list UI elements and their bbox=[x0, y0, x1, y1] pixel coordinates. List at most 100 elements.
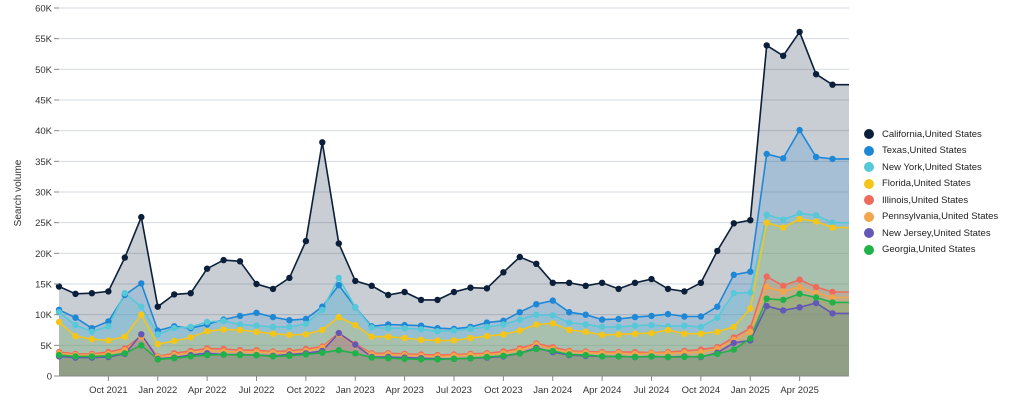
data-point[interactable] bbox=[368, 333, 375, 340]
data-point[interactable] bbox=[664, 285, 672, 293]
data-point[interactable] bbox=[302, 315, 310, 323]
data-point[interactable] bbox=[796, 28, 803, 36]
data-point[interactable] bbox=[648, 312, 655, 320]
data-point[interactable] bbox=[203, 318, 211, 326]
data-point[interactable] bbox=[582, 311, 589, 318]
data-point[interactable] bbox=[72, 290, 79, 297]
data-point[interactable] bbox=[203, 351, 211, 359]
data-point[interactable] bbox=[747, 335, 754, 342]
data-point[interactable] bbox=[105, 323, 112, 330]
data-point[interactable] bbox=[467, 355, 474, 362]
data-point[interactable] bbox=[319, 326, 326, 334]
data-point[interactable] bbox=[812, 283, 820, 291]
data-point[interactable] bbox=[664, 353, 672, 361]
data-point[interactable] bbox=[187, 323, 194, 331]
data-point[interactable] bbox=[236, 351, 244, 359]
data-point[interactable] bbox=[319, 306, 326, 313]
data-point[interactable] bbox=[681, 330, 688, 337]
data-point[interactable] bbox=[829, 224, 836, 231]
data-point[interactable] bbox=[171, 355, 178, 362]
data-point[interactable] bbox=[72, 321, 79, 329]
data-point[interactable] bbox=[352, 350, 359, 357]
data-point[interactable] bbox=[780, 216, 787, 223]
data-point[interactable] bbox=[516, 253, 523, 261]
data-point[interactable] bbox=[105, 318, 112, 325]
data-point[interactable] bbox=[467, 334, 474, 342]
data-point[interactable] bbox=[763, 295, 770, 302]
data-point[interactable] bbox=[171, 291, 178, 298]
data-point[interactable] bbox=[829, 294, 836, 301]
data-point[interactable] bbox=[121, 290, 128, 297]
data-point[interactable] bbox=[269, 323, 277, 331]
data-point[interactable] bbox=[780, 282, 787, 289]
data-point[interactable] bbox=[697, 323, 705, 331]
data-point[interactable] bbox=[286, 352, 293, 359]
data-point[interactable] bbox=[236, 326, 244, 334]
data-point[interactable] bbox=[681, 288, 688, 295]
data-point[interactable] bbox=[648, 275, 655, 283]
data-point[interactable] bbox=[286, 317, 293, 324]
data-point[interactable] bbox=[138, 213, 145, 221]
data-point[interactable] bbox=[450, 288, 458, 296]
data-point[interactable] bbox=[154, 303, 161, 310]
data-point[interactable] bbox=[780, 224, 787, 231]
data-point[interactable] bbox=[401, 288, 408, 296]
legend-item[interactable]: Illinois,United States bbox=[864, 192, 998, 209]
data-point[interactable] bbox=[763, 273, 770, 280]
data-point[interactable] bbox=[598, 323, 606, 331]
data-point[interactable] bbox=[417, 296, 425, 304]
data-point[interactable] bbox=[500, 352, 507, 359]
data-point[interactable] bbox=[829, 155, 836, 163]
data-point[interactable] bbox=[516, 327, 523, 334]
data-point[interactable] bbox=[401, 355, 408, 362]
data-point[interactable] bbox=[730, 271, 737, 278]
data-point[interactable] bbox=[516, 309, 523, 316]
data-point[interactable] bbox=[352, 277, 359, 285]
data-point[interactable] bbox=[730, 346, 737, 353]
data-point[interactable] bbox=[747, 289, 754, 296]
data-point[interactable] bbox=[220, 317, 227, 324]
data-point[interactable] bbox=[631, 279, 639, 286]
data-point[interactable] bbox=[121, 254, 128, 261]
data-point[interactable] bbox=[763, 302, 770, 310]
data-point[interactable] bbox=[780, 155, 787, 162]
data-point[interactable] bbox=[780, 52, 787, 59]
data-point[interactable] bbox=[763, 150, 770, 158]
data-point[interactable] bbox=[747, 268, 754, 275]
data-point[interactable] bbox=[220, 256, 227, 264]
data-point[interactable] bbox=[286, 323, 293, 331]
data-point[interactable] bbox=[664, 326, 672, 334]
data-point[interactable] bbox=[812, 218, 820, 225]
data-point[interactable] bbox=[450, 327, 458, 334]
data-point[interactable] bbox=[730, 220, 737, 227]
data-point[interactable] bbox=[796, 126, 803, 134]
data-point[interactable] bbox=[533, 260, 540, 267]
data-point[interactable] bbox=[269, 353, 277, 360]
data-point[interactable] bbox=[138, 303, 145, 310]
data-point[interactable] bbox=[483, 285, 491, 292]
data-point[interactable] bbox=[286, 274, 293, 282]
data-point[interactable] bbox=[187, 334, 194, 341]
data-point[interactable] bbox=[385, 291, 392, 299]
data-point[interactable] bbox=[88, 290, 96, 297]
data-point[interactable] bbox=[796, 276, 803, 283]
data-point[interactable] bbox=[697, 279, 705, 286]
data-point[interactable] bbox=[648, 329, 655, 337]
data-point[interactable] bbox=[829, 288, 836, 296]
data-point[interactable] bbox=[631, 322, 639, 329]
data-point[interactable] bbox=[812, 294, 820, 301]
data-point[interactable] bbox=[631, 313, 639, 321]
data-point[interactable] bbox=[72, 332, 79, 340]
data-point[interactable] bbox=[796, 210, 803, 217]
data-point[interactable] bbox=[55, 283, 63, 290]
data-point[interactable] bbox=[335, 313, 342, 321]
data-point[interactable] bbox=[566, 319, 573, 326]
data-point[interactable] bbox=[55, 309, 63, 316]
data-point[interactable] bbox=[352, 341, 359, 348]
data-point[interactable] bbox=[450, 355, 458, 362]
legend-item[interactable]: Georgia,United States bbox=[864, 242, 998, 259]
data-point[interactable] bbox=[319, 349, 326, 356]
data-point[interactable] bbox=[714, 314, 721, 321]
data-point[interactable] bbox=[203, 265, 211, 272]
data-point[interactable] bbox=[187, 290, 194, 297]
